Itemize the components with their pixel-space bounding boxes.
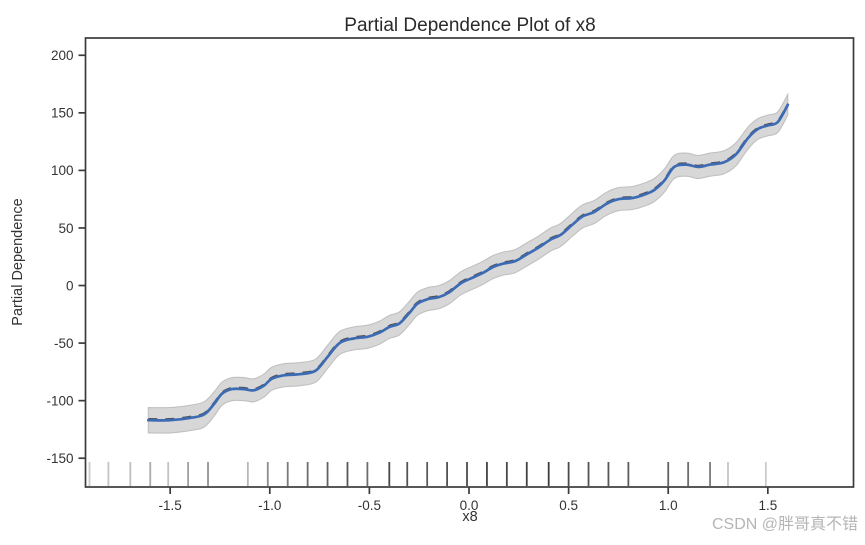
rug-ticks-layer: [88, 462, 767, 486]
y-tick-label: 0: [66, 278, 74, 293]
pd-line: [146, 103, 790, 422]
y-axis-label: Partial Dependence: [10, 198, 26, 325]
y-tick-label: 100: [51, 163, 74, 178]
pd-dashed-line: [148, 103, 789, 421]
confidence-band-layer: [147, 92, 789, 434]
confidence-band: [147, 92, 789, 434]
y-tick-label: -100: [46, 393, 73, 408]
y-tick-label: -50: [54, 336, 74, 351]
chart-title: Partial Dependence Plot of x8: [344, 15, 595, 36]
y-axis-ticks-layer: 200 150 100 50 0 -50 -100 -150: [46, 48, 86, 466]
x-axis-ticks-layer: -1.5 -1.0 -0.5 0.0 0.5 1.0 1.5: [159, 487, 777, 513]
axes-spines: [84, 37, 855, 488]
watermark-text: CSDN @胖哥真不错: [712, 515, 858, 533]
y-tick-label: 50: [58, 221, 73, 236]
x-tick-label: 1.5: [758, 498, 777, 513]
pd-line-layer: [146, 103, 790, 422]
x-tick-label: -1.0: [258, 498, 281, 513]
x-axis-label: x8: [462, 509, 477, 525]
y-tick-label: -150: [46, 451, 73, 466]
x-tick-label: 0.0: [460, 498, 479, 513]
x-tick-label: 0.5: [559, 498, 578, 513]
x-tick-label: 1.0: [659, 498, 678, 513]
y-tick-label: 150: [51, 106, 74, 121]
x-tick-label: -1.5: [159, 498, 182, 513]
x-tick-label: -0.5: [358, 498, 381, 513]
y-tick-label: 200: [51, 48, 74, 63]
